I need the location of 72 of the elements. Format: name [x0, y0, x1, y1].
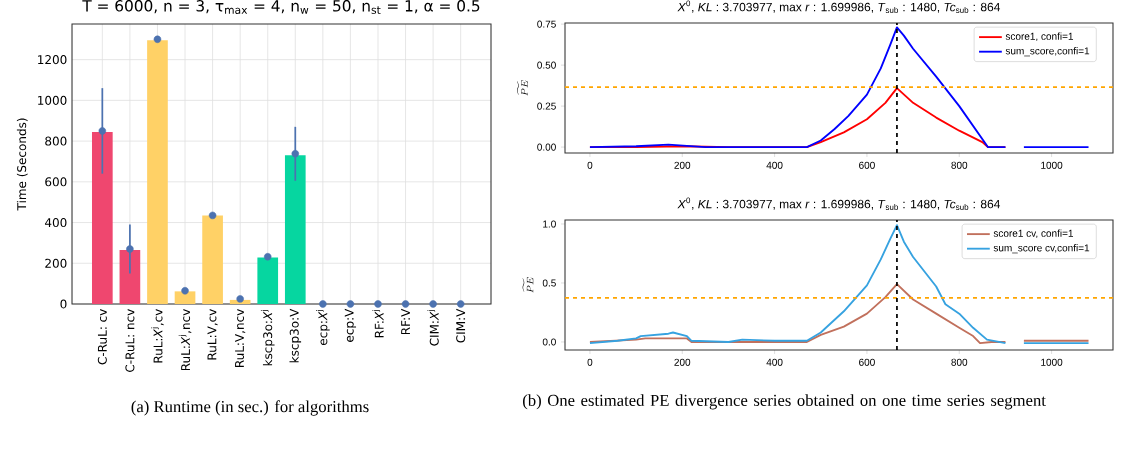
x-tick-label: 600	[859, 358, 875, 366]
legend-label: sum_score,confi=1	[1005, 47, 1090, 57]
bar	[202, 215, 223, 304]
point	[98, 127, 107, 135]
y-tick-label: 0.00	[537, 143, 556, 151]
bar	[119, 250, 141, 304]
x-tick-label: kscp3o:X$^{j}$	[260, 310, 275, 366]
chart-title: T = 6000, n = 3, τ$_{max}$ = 4, n$_{w}$ = 50, n$_{st}$ = 1, α = 0.5	[82, 0, 480, 14]
x-tick-label: RF:V	[401, 308, 410, 335]
y-tick-label: 400	[44, 218, 67, 228]
point	[374, 300, 382, 308]
point	[319, 300, 327, 308]
bar	[147, 40, 168, 304]
y-tick-label: 0.0	[542, 338, 556, 346]
point	[401, 300, 410, 308]
y-tick-label: 200	[45, 258, 67, 268]
x-tick-label: 0	[587, 161, 593, 169]
x-tick-label: 0	[587, 358, 593, 366]
bar	[91, 131, 113, 304]
point	[153, 35, 162, 43]
point	[181, 287, 189, 295]
x-tick-label: 1000	[1041, 358, 1063, 366]
point	[456, 300, 465, 308]
x-tick-label: 200	[674, 358, 691, 366]
y-axis-title: $\widetilde{PE}$	[522, 277, 534, 293]
x-tick-label: C-RuL: ncv	[125, 309, 135, 372]
y-tick-label: 1200	[38, 55, 67, 65]
x-tick-label: ecp:V	[344, 308, 357, 342]
bar	[257, 257, 279, 304]
legend-label: score1, confi=1	[1005, 32, 1074, 42]
point	[346, 300, 355, 308]
chart-title: X$^{0}$, KL : 3.703977, max r : 1.699986, T$_{sub}$ : 1480, Tc$_{sub}$ : 864	[677, 197, 1001, 210]
text: (b) One estimated PE divergence series obtained on one time series segment	[523, 394, 1046, 410]
x-tick-label: RuL:X$^{j}$,cv	[151, 309, 164, 363]
legend-label: score1 cv, confi=1	[993, 229, 1074, 239]
y-tick-label: 800	[45, 136, 67, 146]
x-tick-label: 400	[766, 161, 783, 169]
y-axis-title: Time (Seconds)	[16, 118, 28, 211]
x-tick-label: 600	[859, 161, 875, 169]
y-tick-label: 0	[60, 299, 67, 309]
x-tick-label: 800	[951, 358, 968, 366]
x-tick-label: CIM:V	[456, 308, 466, 343]
x-tick-label: C-RuL: cv	[97, 309, 107, 365]
point	[208, 211, 217, 220]
legend-label: sum_score cv,confi=1	[993, 244, 1090, 254]
y-axis-title: $\widetilde{PE}$	[517, 80, 528, 96]
x-tick-label: kscp3o:V	[289, 308, 302, 363]
x-tick-label: RF:X$^{j}$	[372, 310, 384, 338]
point	[236, 295, 244, 303]
x-tick-label: RuL:V,ncv	[235, 309, 246, 367]
x-tick-label: CIM:X$^{j}$	[427, 310, 439, 346]
x-tick-label: RuL:V,cv	[207, 309, 218, 360]
x-tick-label: 400	[766, 358, 783, 366]
x-tick-label: RuL:X$^{j}$,ncv	[178, 309, 192, 371]
y-tick-label: 1000	[38, 95, 67, 105]
x-tick-label: ecp:X$^{j}$	[316, 310, 330, 345]
x-tick-label: 200	[674, 161, 691, 169]
point	[126, 245, 134, 253]
bar	[284, 155, 306, 304]
y-tick-label: 1.0	[543, 220, 556, 228]
x-tick-label: 800	[951, 161, 968, 169]
point	[429, 300, 437, 308]
y-tick-label: 0.5	[542, 279, 556, 287]
text: (a) Runtime (in sec.) for algorithms	[131, 400, 369, 416]
y-tick-label: 600	[45, 177, 67, 187]
chart-title: X$^{0}$, KL : 3.703977, max r : 1.699986, T$_{sub}$ : 1480, Tc$_{sub}$ : 864	[677, 0, 1001, 13]
y-tick-label: 0.25	[537, 102, 556, 110]
y-tick-label: 0.50	[537, 61, 556, 69]
y-tick-label: 0.75	[537, 20, 556, 28]
point	[263, 253, 272, 261]
x-tick-label: 1000	[1041, 161, 1063, 169]
point	[291, 149, 300, 158]
